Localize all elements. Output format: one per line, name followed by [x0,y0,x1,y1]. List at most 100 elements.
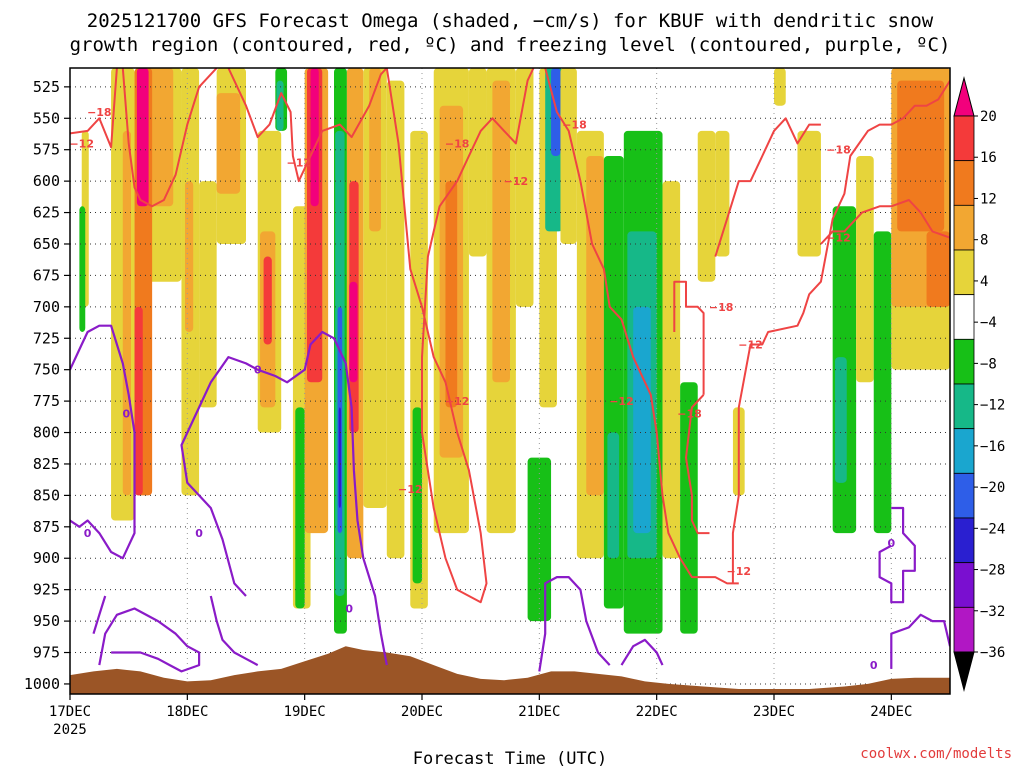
colorbar-label-2: 12 [980,191,997,207]
freezing-contour-3 [92,595,107,635]
dgz-label-11: −12 [738,339,763,352]
freezing-contour-2 [98,607,201,673]
dgz-label-12: −12 [727,565,752,578]
colorbar-label-1: 16 [980,150,997,166]
colorbar-band-2 [953,160,975,206]
freezing-contour-7 [890,613,950,669]
chart-title-line-2: growth region (contoured, red, ºC) and f… [70,34,951,56]
colorbar-label-7: −12 [980,398,1005,414]
omega-shade-43 [527,457,552,622]
freezing-contour-4 [209,595,259,667]
dgz-label-3: −12 [445,395,470,408]
dgz-label-8: −12 [609,395,634,408]
freezing-level-contours [70,324,950,673]
dgz-label-5: −18 [445,137,470,150]
omega-shade-27 [338,407,342,508]
dgz-contour-3 [385,68,535,604]
colorbar-band-8 [953,428,975,474]
dgz-contour-2 [227,68,388,183]
x-tick-label-24DEC: 24DEC [870,704,912,720]
omega-shade-65 [873,231,892,534]
colorbar-label-11: −28 [980,563,1005,579]
freezing-contour-8 [878,506,916,604]
colorbar-label-12: −32 [980,604,1005,620]
colorbar-label-8: −16 [980,439,1005,455]
colorbar-label-0: 20 [980,109,997,125]
y-tick-label-850: 850 [33,486,60,504]
y-tick-label-525: 525 [33,78,60,96]
y-axis: 525 550 575 600 625 650 675 700 725 750 775 800 825 8… [24,78,70,693]
x-tick-label-18DEC: 18DEC [166,704,208,720]
colorbar-bottom-arrow [953,651,975,692]
omega-shade-54 [633,306,651,534]
y-tick-label-650: 650 [33,235,60,253]
x-tick-label-22DEC: 22DEC [636,704,678,720]
colorbar-band-10 [953,517,975,564]
omega-shade-35 [412,407,422,584]
omega-shade-38 [445,181,458,408]
omega-shade-49 [586,155,604,496]
omega-shade-39 [468,68,487,257]
y-tick-label-825: 825 [33,455,60,473]
x-tick-label-21DEC: 21DEC [518,704,560,720]
omega-shade-30 [349,281,358,383]
y-tick-label-925: 925 [33,581,60,599]
contour-labels: −12 −18 −12 −12 −12 −18 −12 −18 −12 −18 −18 −12 −12 −… [69,106,895,672]
y-tick-label-900: 900 [33,549,60,567]
omega-shade-57 [697,130,716,282]
colorbar-label-3: 8 [980,233,988,249]
colorbar-label-10: −24 [980,521,1005,537]
omega-shade-10 [184,181,194,332]
x-tick-label-17DEC: 17DEC [49,704,91,720]
omega-shade-1 [122,130,132,496]
omega-shade-23 [310,68,319,207]
y-tick-label-625: 625 [33,204,60,222]
colorbar-label-5: −4 [980,315,997,331]
dgz-label-0: −12 [69,137,94,150]
y-tick-label-800: 800 [33,424,60,442]
freezing-label-0: 0 [84,527,92,540]
colorbar-band-11 [953,562,975,608]
y-tick-label-750: 750 [33,361,60,379]
colorbar: 20 16 12 8 4 −4 −8 −12 −16 −20 −24 −28 −32 −36 [953,76,1005,692]
dgz-label-4: −12 [398,483,423,496]
omega-shade-16 [263,256,272,345]
omega-shade-13 [216,93,241,194]
x-axis: 17DEC 2025 18DEC 19DEC 20DEC 21DEC 22DEC 23DEC 2… [49,694,912,738]
y-tick-label-950: 950 [33,612,60,630]
x-tick-label-19DEC: 19DEC [284,704,326,720]
omega-shade-3 [79,206,86,332]
x-tick-sublabel-17DEC: 2025 [53,722,87,738]
y-tick-label-975: 975 [33,644,60,662]
dgz-contour-7 [731,80,950,584]
dgz-contour-0 [70,68,118,149]
y-tick-label-1000: 1000 [24,675,60,693]
omega-shade-68 [897,80,945,232]
colorbar-label-9: −20 [980,480,1005,496]
freezing-contour-0 [70,324,136,560]
omega-shade-42 [515,68,534,307]
dgz-label-1: −18 [87,106,112,119]
colorbar-band-7 [953,383,975,430]
colorbar-label-13: −36 [980,645,1005,661]
y-tick-label-575: 575 [33,141,60,159]
omega-shade-33 [386,80,405,559]
freezing-label-4: 0 [345,603,353,616]
x-axis-label: Forecast Time (UTC) [413,749,607,768]
freezing-label-1: 0 [122,408,130,421]
dgz-label-6: −12 [504,175,529,188]
omega-shade-64 [856,155,874,383]
omega-shade-56 [680,382,698,634]
colorbar-label-6: −8 [980,356,997,372]
omega-shade-7 [136,68,149,207]
dgz-contour-1 [121,68,218,208]
colorbar-band-12 [953,606,975,653]
freezing-contour-6 [620,638,664,666]
colorbar-band-9 [953,472,975,519]
omega-shade-58 [715,130,730,257]
omega-shade-60 [774,68,786,106]
terrain [70,646,950,694]
omega-shade-61 [797,130,821,257]
dgz-contour-9 [820,199,950,245]
